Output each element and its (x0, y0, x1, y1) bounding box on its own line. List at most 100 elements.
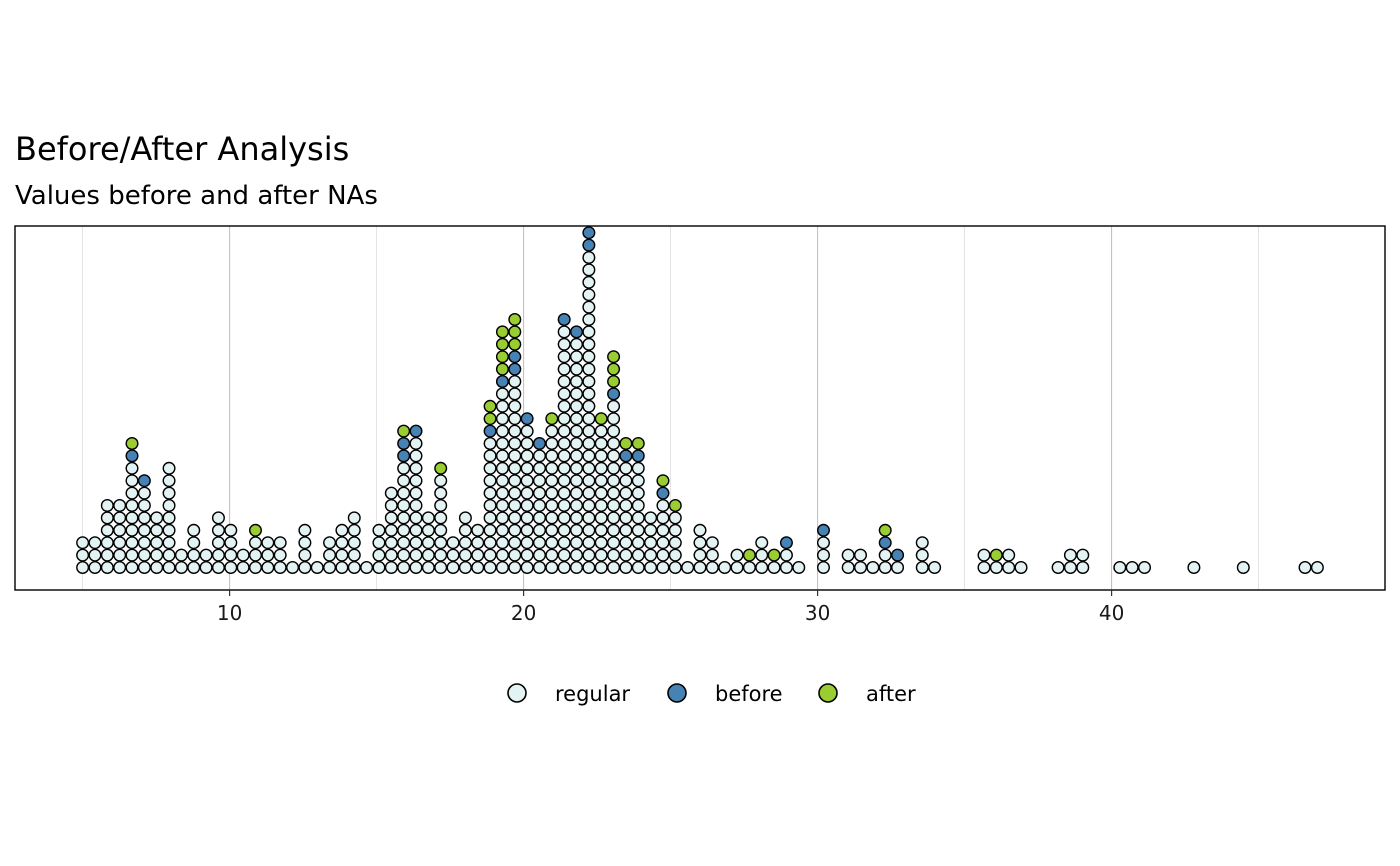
dot-regular (483, 486, 497, 500)
dot-regular (915, 561, 929, 575)
dot-regular (409, 461, 423, 475)
dot-regular (483, 511, 497, 525)
dot-regular (384, 486, 398, 500)
dot-regular (705, 561, 719, 575)
dot-regular (199, 548, 213, 562)
dot-regular (557, 437, 571, 451)
dot-regular (495, 437, 509, 451)
dot-regular (113, 499, 127, 513)
dot-regular (434, 561, 448, 575)
dot-regular (174, 548, 188, 562)
dot-regular (582, 399, 596, 413)
dot-regular (570, 375, 584, 389)
dot-regular (520, 511, 534, 525)
dot-regular (76, 536, 90, 550)
dot-regular (582, 337, 596, 351)
dot-regular (532, 499, 546, 513)
panel-border (14, 225, 1386, 591)
dot-regular (508, 461, 522, 475)
dot-regular (372, 536, 386, 550)
dot-regular (495, 399, 509, 413)
dot-regular (582, 350, 596, 364)
dot-regular (582, 536, 596, 550)
dot-regular (261, 561, 275, 575)
dot-before (508, 362, 522, 376)
dot-regular (495, 412, 509, 426)
dot-after (508, 313, 522, 327)
dot-regular (557, 375, 571, 389)
dot-regular (508, 548, 522, 562)
dot-regular (705, 536, 719, 550)
dot-regular (495, 461, 509, 475)
dot-regular (631, 511, 645, 525)
dot-regular (409, 449, 423, 463)
dot-regular (557, 387, 571, 401)
dot-regular (570, 437, 584, 451)
dot-regular (187, 523, 201, 537)
dot-regular (113, 523, 127, 537)
dot-regular (335, 523, 349, 537)
dot-regular (100, 536, 114, 550)
dot-regular (607, 511, 621, 525)
dot-regular (545, 486, 559, 500)
dot-regular (570, 486, 584, 500)
dot-regular (508, 437, 522, 451)
dot-regular (446, 561, 460, 575)
dot-regular (125, 561, 139, 575)
dot-regular (582, 387, 596, 401)
dot-regular (557, 325, 571, 339)
dot-regular (100, 548, 114, 562)
x-tick-label: 40 (1099, 601, 1124, 625)
dot-regular (125, 486, 139, 500)
dot-regular (483, 437, 497, 451)
dot-regular (928, 561, 942, 575)
dot-regular (619, 486, 633, 500)
dot-regular (508, 523, 522, 537)
dot-regular (582, 250, 596, 264)
dot-regular (508, 561, 522, 575)
dot-regular (594, 523, 608, 537)
dot-regular (397, 561, 411, 575)
dot-regular (458, 536, 472, 550)
dot-regular (520, 499, 534, 513)
chart-title: Before/After Analysis (15, 130, 349, 168)
dot-regular (508, 474, 522, 488)
dot-regular (150, 561, 164, 575)
dot-regular (557, 449, 571, 463)
dot-regular (1051, 561, 1065, 575)
dot-regular (162, 511, 176, 525)
dot-before (878, 536, 892, 550)
dot-regular (508, 387, 522, 401)
dot-regular (409, 437, 423, 451)
dot-regular (434, 548, 448, 562)
dot-regular (557, 561, 571, 575)
dot-regular (631, 474, 645, 488)
dot-regular (594, 449, 608, 463)
dot-before (583, 190, 595, 202)
dot-regular (570, 474, 584, 488)
dot-regular (607, 499, 621, 513)
dot-regular (557, 350, 571, 364)
dot-after (607, 375, 621, 389)
dot-regular (915, 548, 929, 562)
dot-after (989, 548, 1003, 562)
dot-after (545, 412, 559, 426)
dot-regular (409, 548, 423, 562)
dot-regular (557, 461, 571, 475)
dot-before (631, 449, 645, 463)
dot-regular (483, 474, 497, 488)
dot-regular (508, 412, 522, 426)
dot-regular (1002, 561, 1016, 575)
dot-regular (755, 561, 769, 575)
dot-regular (631, 486, 645, 500)
dot-regular (545, 424, 559, 438)
dot-regular (384, 523, 398, 537)
dot-regular (545, 523, 559, 537)
dot-regular (100, 499, 114, 513)
dot-regular (594, 486, 608, 500)
dot-regular (187, 536, 201, 550)
dot-regular (532, 461, 546, 475)
dot-after (125, 437, 139, 451)
dot-regular (495, 387, 509, 401)
